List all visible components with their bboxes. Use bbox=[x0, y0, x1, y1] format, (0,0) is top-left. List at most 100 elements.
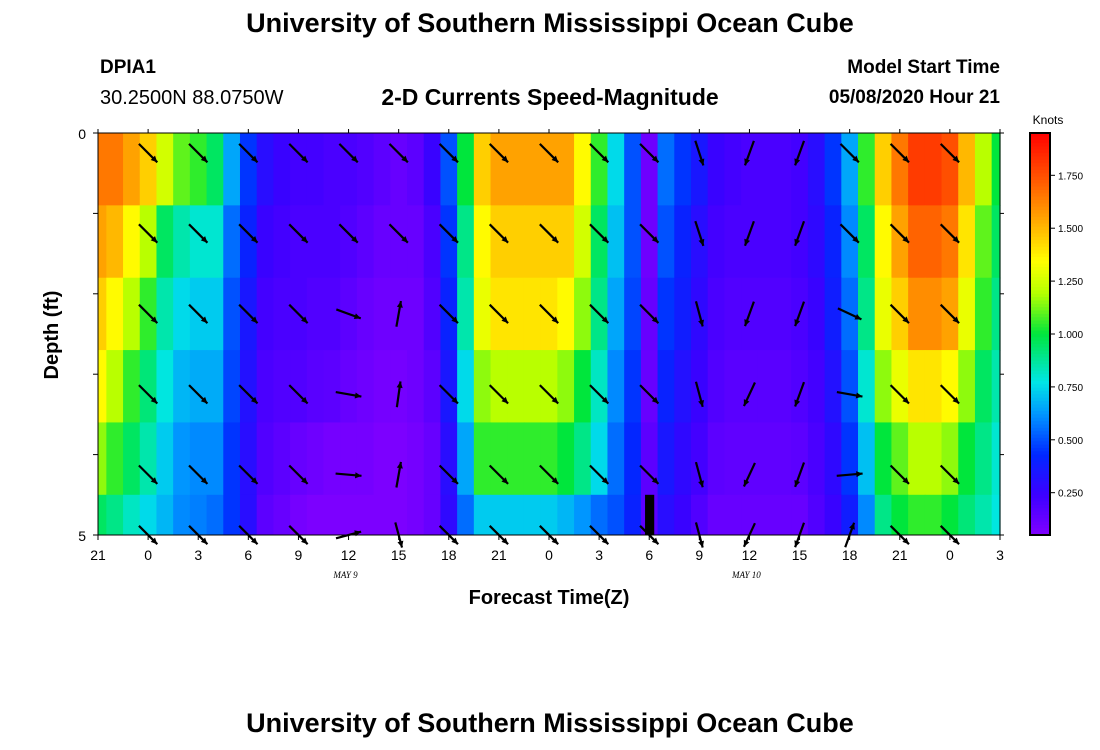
colorbar-segment bbox=[1030, 441, 1050, 446]
heatmap-cell bbox=[991, 133, 1001, 206]
heatmap-cell bbox=[707, 133, 725, 206]
current-arrow bbox=[238, 303, 259, 324]
heatmap-cell bbox=[645, 494, 655, 535]
colorbar-segment bbox=[1030, 421, 1050, 426]
heatmap-cells bbox=[98, 133, 1001, 535]
heatmap-cell bbox=[974, 133, 993, 206]
y-tick-label: 0 bbox=[78, 126, 86, 142]
heatmap-cell bbox=[98, 277, 107, 351]
heatmap-cell bbox=[874, 350, 893, 424]
heatmap-cell bbox=[256, 350, 274, 424]
current-arrow bbox=[939, 223, 960, 244]
heatmap-cell bbox=[958, 422, 976, 496]
x-tick-label: 3 bbox=[996, 547, 1004, 563]
heatmap-cell bbox=[891, 205, 909, 279]
heatmap-cell bbox=[574, 205, 592, 279]
arrow-head bbox=[200, 477, 208, 484]
current-arrow bbox=[138, 223, 159, 244]
heatmap-cell bbox=[757, 205, 776, 279]
heatmap-cell bbox=[858, 133, 876, 206]
heatmap-cell bbox=[206, 350, 224, 424]
heatmap-cell bbox=[156, 277, 174, 351]
colorbar-segment bbox=[1030, 159, 1050, 164]
heatmap-cell bbox=[640, 350, 659, 424]
arrow-head bbox=[651, 236, 659, 243]
arrow-head bbox=[551, 316, 559, 324]
heatmap-cell bbox=[423, 277, 442, 351]
colorbar-segment bbox=[1030, 236, 1050, 241]
colorbar-segment bbox=[1030, 514, 1050, 519]
heatmap-cell bbox=[273, 494, 291, 535]
heatmap-cell bbox=[423, 350, 442, 424]
colorbar-segment bbox=[1030, 273, 1050, 278]
x-tick-label: 6 bbox=[645, 547, 653, 563]
heatmap-cell bbox=[958, 277, 976, 351]
heatmap-cell bbox=[206, 205, 224, 279]
heatmap-cell bbox=[724, 277, 742, 351]
heatmap-cell bbox=[707, 350, 725, 424]
heatmap-cell bbox=[874, 133, 893, 206]
current-arrow bbox=[539, 303, 559, 324]
current-arrow bbox=[589, 384, 610, 405]
heatmap-cell bbox=[924, 350, 943, 424]
colorbar-segment bbox=[1030, 310, 1050, 315]
y-axis-label: Depth (ft) bbox=[41, 291, 63, 380]
current-arrow bbox=[694, 301, 705, 327]
heatmap-cell bbox=[106, 133, 124, 206]
arrow-head bbox=[952, 477, 960, 484]
heatmap-cell bbox=[306, 277, 325, 351]
arrow-head bbox=[651, 537, 659, 545]
heatmap-cell bbox=[757, 133, 776, 206]
x-axis: 21 0 3 6 9 12 15 18 21 0 3 6 9 12 15 18 21 0 3 MAY 9 MAY 10 bbox=[90, 129, 1004, 580]
heatmap-cell bbox=[891, 133, 909, 206]
heatmap-cell bbox=[473, 277, 492, 351]
heatmap-cell bbox=[958, 350, 976, 424]
heatmap-cell bbox=[607, 350, 625, 424]
heatmap-cell bbox=[624, 205, 642, 279]
arrow-head bbox=[150, 316, 158, 324]
arrow-head bbox=[551, 477, 559, 484]
current-arrow bbox=[438, 384, 459, 405]
x-tick-label: 12 bbox=[742, 547, 758, 563]
arrow-head bbox=[852, 236, 859, 243]
heatmap-cell bbox=[440, 350, 458, 424]
arrow-head bbox=[601, 477, 609, 484]
current-arrow bbox=[889, 143, 910, 164]
colorbar-segment bbox=[1030, 468, 1050, 472]
current-arrow bbox=[335, 472, 362, 479]
arrow-head bbox=[902, 477, 909, 484]
current-arrow bbox=[794, 381, 806, 407]
arrow-head bbox=[698, 540, 705, 548]
heatmap-cell bbox=[858, 277, 876, 351]
current-arrow bbox=[288, 303, 309, 324]
heatmap-cell bbox=[791, 133, 809, 206]
heatmap-cell bbox=[507, 277, 525, 351]
current-arrow bbox=[288, 223, 309, 244]
colorbar-segment bbox=[1030, 186, 1050, 191]
arrow-head bbox=[301, 236, 308, 243]
colorbar-segment bbox=[1030, 323, 1050, 328]
arrow-head bbox=[397, 540, 404, 548]
current-arrow bbox=[188, 464, 209, 485]
colorbar-segment bbox=[1030, 457, 1050, 462]
heatmap-cell bbox=[507, 133, 525, 206]
heatmap-cell bbox=[206, 494, 224, 535]
heatmap-cell bbox=[356, 350, 375, 424]
heatmap-cell bbox=[123, 494, 141, 535]
arrow-head bbox=[698, 319, 705, 327]
colorbar-segment bbox=[1030, 337, 1050, 342]
colorbar-segment bbox=[1030, 401, 1050, 405]
colorbar-segment bbox=[1030, 387, 1050, 392]
heatmap-cell bbox=[98, 350, 107, 424]
current-arrow bbox=[639, 464, 660, 485]
heatmap-cell bbox=[674, 494, 692, 535]
x-tick-label: 21 bbox=[90, 547, 106, 563]
heatmap-cell bbox=[657, 494, 675, 535]
current-arrow bbox=[889, 303, 910, 324]
colorbar: 0.250 0.500 0.750 1.000 1.250 1.500 1.750 bbox=[1029, 132, 1083, 536]
current-arrow bbox=[238, 223, 259, 244]
arrow-head bbox=[396, 381, 403, 389]
heatmap-cell bbox=[223, 422, 241, 496]
x-tick-label: 0 bbox=[545, 547, 553, 563]
heatmap-cell bbox=[223, 350, 241, 424]
